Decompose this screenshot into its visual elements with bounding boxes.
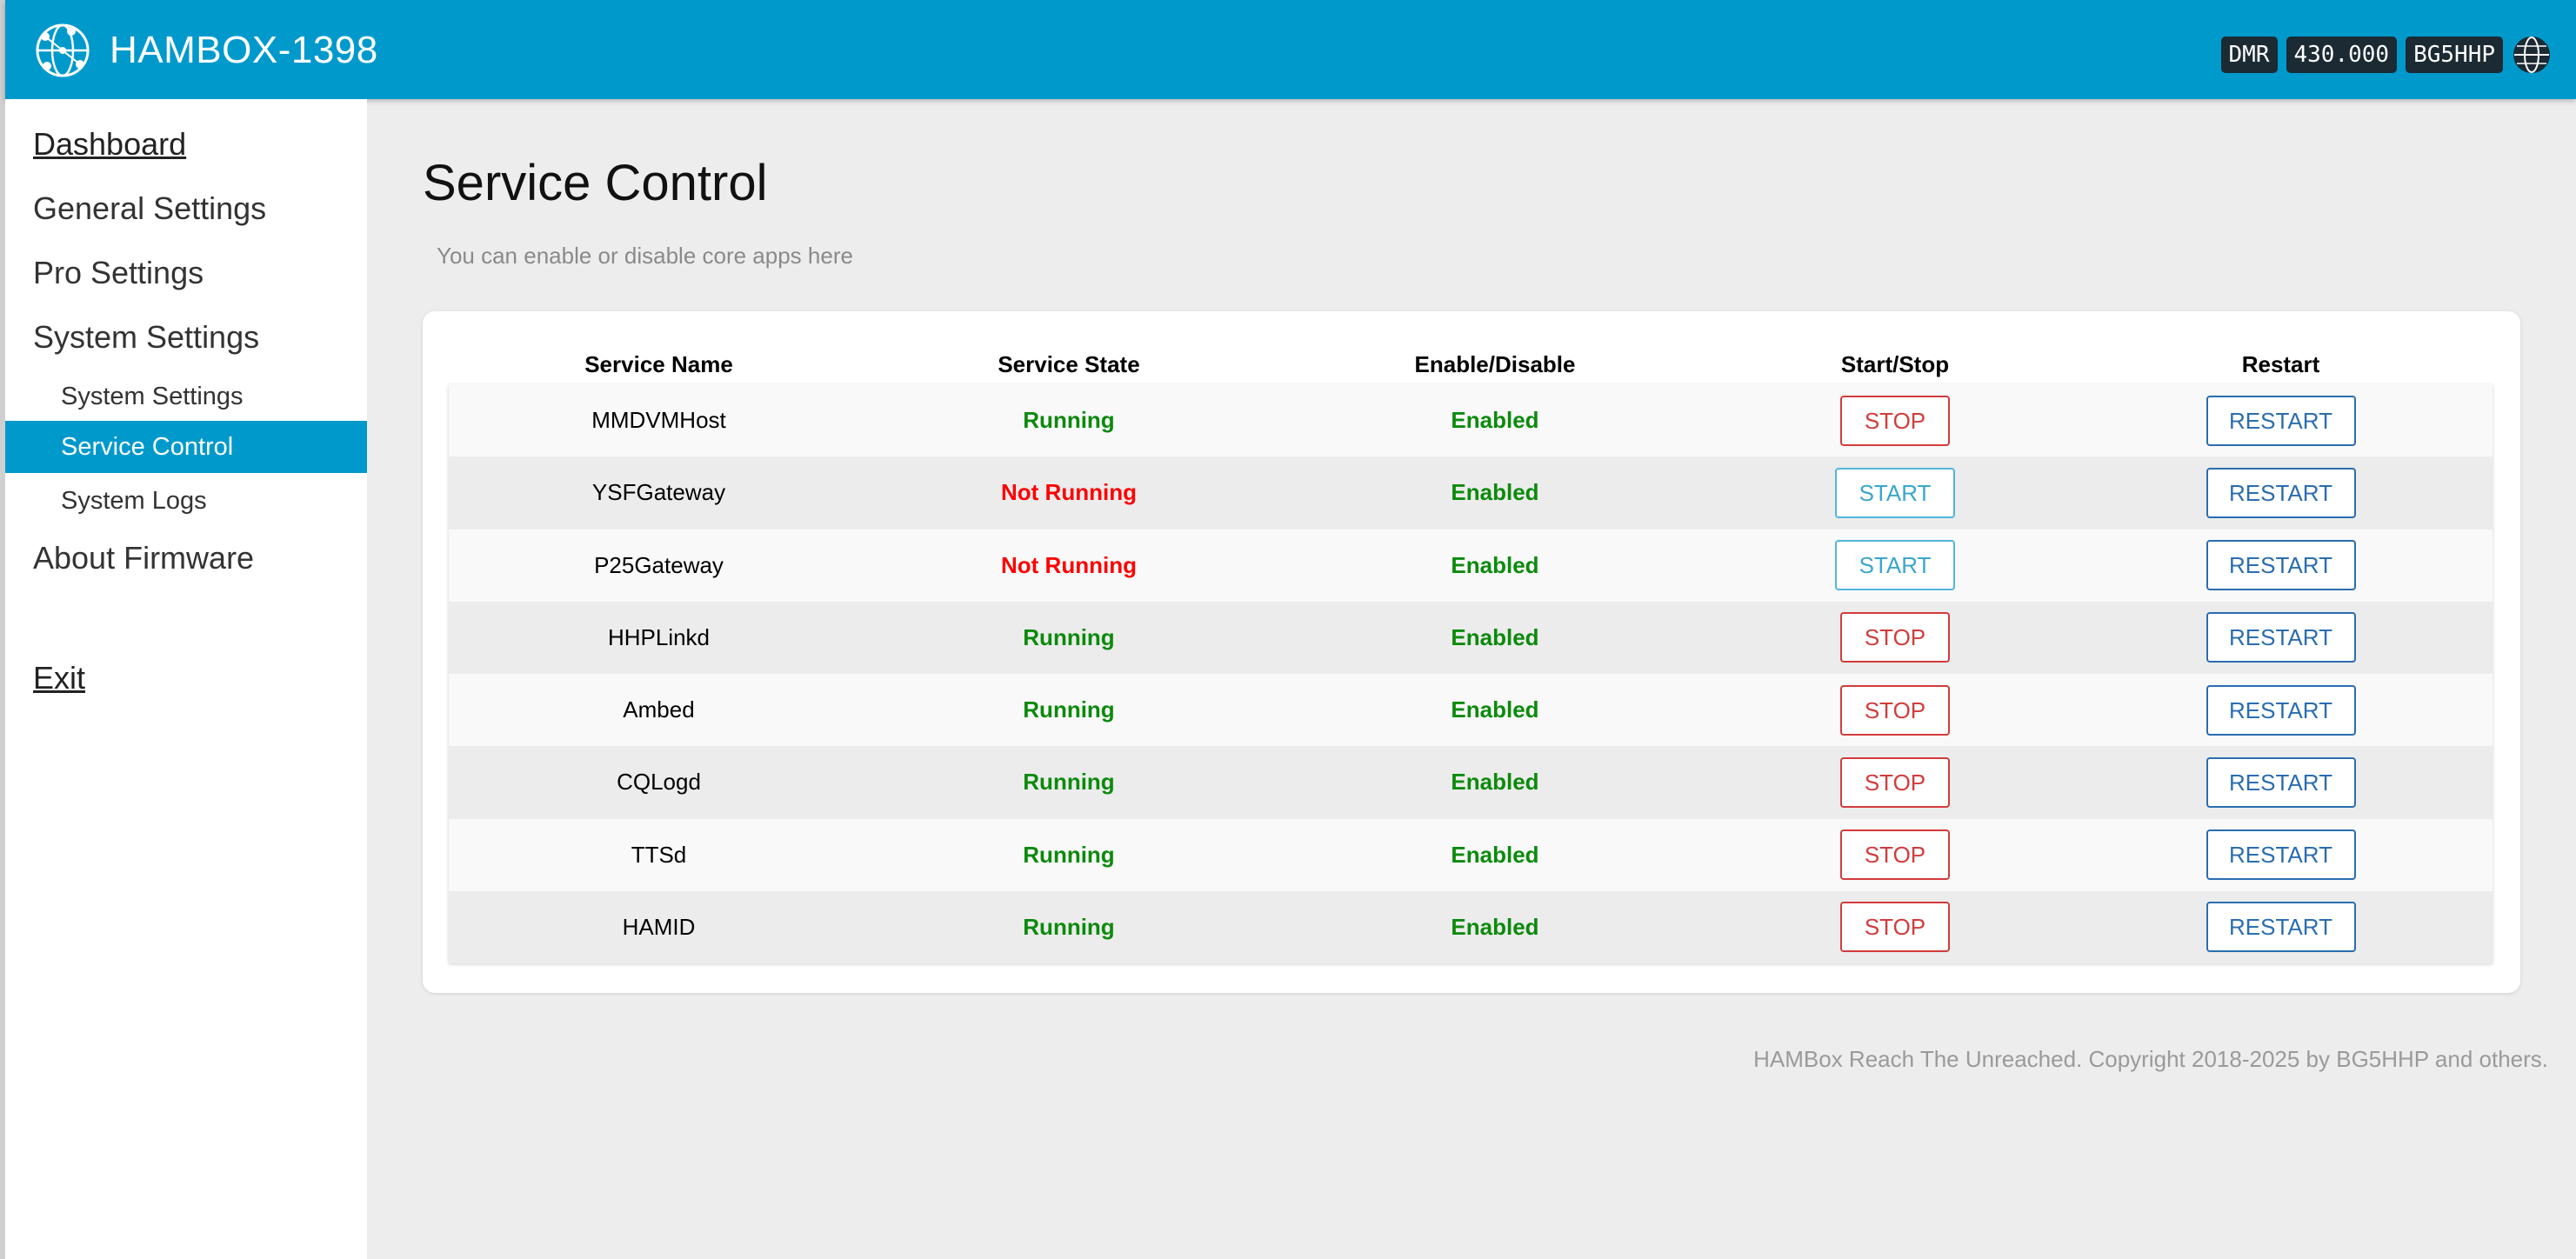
service-name: CQLogd (617, 769, 701, 796)
globe-icon (2513, 37, 2550, 73)
restart-button[interactable]: RESTART (2206, 902, 2356, 953)
service-state: Not Running (1001, 479, 1137, 506)
table-body: MMDVMHost Running Enabled STOP RESTART Y… (449, 384, 2493, 963)
start-button[interactable]: START (1835, 540, 1955, 591)
header-service-name: Service Name (584, 350, 733, 377)
restart-button[interactable]: RESTART (2206, 395, 2356, 446)
service-table: Service Name Service State Enable/Disabl… (449, 344, 2493, 963)
table-row: HAMID Running Enabled STOP RESTART (449, 890, 2493, 963)
service-state: Running (1023, 841, 1115, 868)
header-restart: Restart (2241, 350, 2320, 377)
callsign-badge: BG5HHP (2406, 37, 2503, 73)
header-enable-disable: Enable/Disable (1414, 350, 1576, 377)
table-row: YSFGateway Not Running Enabled START RES… (449, 456, 2493, 530)
frequency-badge: 430.000 (2286, 37, 2398, 73)
service-name: YSFGateway (591, 479, 726, 506)
sidebar-subitem-system-settings[interactable]: System Settings (61, 383, 244, 410)
table-row: MMDVMHost Running Enabled STOP RESTART (449, 384, 2493, 457)
mode-badge: DMR (2220, 37, 2278, 73)
sidebar-item-dashboard[interactable]: Dashboard (33, 125, 186, 163)
top-header-bar: HAMBOX-1398 DMR 430.000 BG5HHP (5, 0, 2576, 99)
stop-button[interactable]: STOP (1840, 395, 1950, 446)
stop-button[interactable]: STOP (1840, 612, 1950, 663)
service-enabled[interactable]: Enabled (1451, 623, 1539, 650)
sidebar-subitem-service-control[interactable]: Service Control (5, 421, 367, 473)
service-name: MMDVMHost (591, 407, 726, 434)
restart-button[interactable]: RESTART (2206, 684, 2356, 736)
dashboard-link[interactable]: Dashboard (33, 126, 187, 162)
sidebar-item-exit[interactable]: Exit (33, 659, 85, 697)
restart-button[interactable]: RESTART (2206, 612, 2356, 663)
service-state: Running (1023, 407, 1115, 434)
stop-button[interactable]: STOP (1840, 756, 1950, 808)
service-name: Ambed (623, 696, 695, 723)
service-state: Not Running (1001, 551, 1137, 578)
service-name: HAMID (622, 913, 696, 940)
service-enabled[interactable]: Enabled (1451, 769, 1539, 796)
service-state: Running (1023, 696, 1115, 723)
sidebar-item-system-settings[interactable]: System Settings (33, 319, 260, 355)
network-globe-icon[interactable] (33, 21, 92, 80)
service-name: P25Gateway (594, 551, 724, 578)
footer-copyright: HAMBox Reach The Unreached. Copyright 20… (1753, 1046, 2548, 1072)
sidebar-item-pro-settings[interactable]: Pro Settings (33, 255, 204, 290)
sidebar-item-general-settings[interactable]: General Settings (33, 190, 267, 226)
sidebar-nav: Dashboard General Settings Pro Settings … (5, 99, 367, 1259)
table-row: HHPLinkd Running Enabled STOP RESTART (449, 601, 2493, 674)
table-header: Service Name Service State Enable/Disabl… (449, 344, 2493, 384)
service-enabled[interactable]: Enabled (1451, 696, 1539, 723)
stop-button[interactable]: STOP (1840, 902, 1950, 953)
service-name: HHPLinkd (607, 623, 711, 650)
restart-button[interactable]: RESTART (2206, 540, 2356, 591)
stop-button[interactable]: STOP (1840, 829, 1950, 881)
service-enabled[interactable]: Enabled (1451, 913, 1539, 940)
page-subtitle: You can enable or disable core apps here (437, 243, 853, 269)
table-row: CQLogd Running Enabled STOP RESTART (449, 746, 2493, 819)
service-enabled[interactable]: Enabled (1451, 841, 1539, 868)
page-title: Service Control (423, 155, 768, 211)
table-row: P25Gateway Not Running Enabled START RES… (449, 529, 2493, 602)
service-enabled[interactable]: Enabled (1451, 479, 1539, 506)
status-indicators: DMR 430.000 BG5HHP (2220, 35, 2552, 75)
restart-button[interactable]: RESTART (2206, 467, 2356, 518)
exit-link[interactable]: Exit (33, 660, 86, 696)
service-state: Running (1023, 769, 1115, 796)
window-edge (0, 0, 5, 1259)
sidebar-subitem-system-logs[interactable]: System Logs (61, 487, 207, 515)
table-row: TTSd Running Enabled STOP RESTART (449, 818, 2493, 891)
sidebar-item-about-firmware[interactable]: About Firmware (33, 540, 255, 576)
service-enabled[interactable]: Enabled (1451, 551, 1539, 578)
start-button[interactable]: START (1835, 467, 1955, 518)
app-title: HAMBOX-1398 (110, 29, 378, 71)
service-state: Running (1023, 623, 1115, 650)
service-enabled[interactable]: Enabled (1451, 407, 1539, 434)
header-service-state: Service State (998, 350, 1140, 377)
service-name: TTSd (631, 841, 687, 868)
table-row: Ambed Running Enabled STOP RESTART (449, 674, 2493, 747)
sidebar-subitem-service-control-label: Service Control (61, 433, 234, 461)
stop-button[interactable]: STOP (1840, 684, 1950, 736)
restart-button[interactable]: RESTART (2206, 756, 2356, 808)
restart-button[interactable]: RESTART (2206, 829, 2356, 881)
header-start-stop: Start/Stop (1840, 350, 1950, 377)
service-table-card: Service Name Service State Enable/Disabl… (423, 311, 2520, 993)
service-state: Running (1023, 913, 1115, 940)
